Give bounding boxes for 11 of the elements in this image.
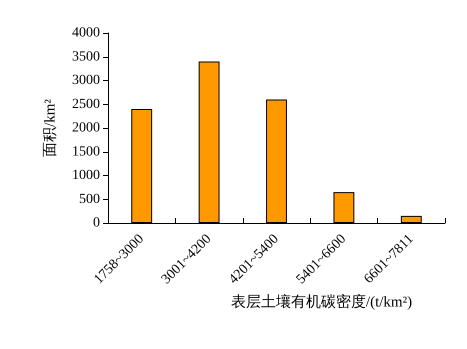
y-tick-label: 1500 (72, 144, 100, 160)
x-axis-title: 表层土壤有机碳密度/(t/km²) (230, 294, 412, 310)
y-tick-label: 2000 (72, 120, 100, 136)
y-tick-label: 500 (79, 192, 100, 207)
y-tick-label: 0 (93, 216, 100, 230)
y-tick-label: 2500 (72, 96, 100, 112)
y-tick-label: 1000 (72, 168, 100, 183)
y-tick-label: 3000 (72, 73, 100, 88)
y-axis-title: 面积/km² (42, 98, 58, 157)
y-tick-label: 4000 (72, 26, 100, 40)
y-tick-label: 3500 (72, 49, 100, 64)
